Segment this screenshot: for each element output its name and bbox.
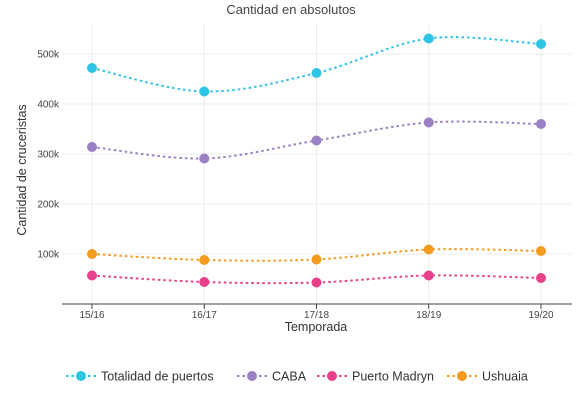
legend-item-caba[interactable]: CABA [237, 370, 307, 384]
y-tick-label: 500k [37, 50, 60, 61]
data-point[interactable] [423, 33, 434, 44]
legend-item-puerto-madryn[interactable]: Puerto Madryn [317, 370, 434, 384]
y-tick-label: 200k [37, 200, 60, 211]
series-line-ushuaia [91, 248, 542, 262]
legend-swatch-marker [76, 371, 86, 381]
data-point[interactable] [311, 277, 322, 288]
series-ushuaia [87, 244, 546, 265]
chart-title: Cantidad en absolutos [226, 2, 356, 17]
series-line-puerto-madryn [91, 274, 542, 285]
data-point[interactable] [311, 68, 322, 78]
data-point[interactable] [199, 277, 210, 287]
data-point[interactable] [423, 244, 434, 255]
data-point[interactable] [423, 270, 434, 281]
data-point[interactable] [536, 39, 546, 49]
legend[interactable]: Totalidad de puertos CABA Puerto Madryn Ush… [66, 370, 528, 384]
data-point[interactable] [423, 117, 434, 128]
legend-swatch-marker [457, 371, 467, 381]
series-layer [87, 33, 546, 288]
x-tick-label: 15/16 [79, 310, 104, 321]
data-point[interactable] [311, 135, 322, 146]
legend-swatch-marker [247, 371, 257, 381]
legend-label: CABA [272, 370, 307, 384]
data-point[interactable] [311, 254, 322, 265]
data-point[interactable] [199, 255, 210, 265]
legend-item-ushuaia[interactable]: Ushuaia [447, 370, 528, 384]
legend-label: Puerto Madryn [352, 370, 434, 384]
data-point[interactable] [536, 273, 546, 283]
y-tick-label: 300k [37, 150, 60, 161]
series-totalidad-de-puertos [87, 33, 546, 97]
series-puerto-madryn [87, 270, 546, 288]
y-tick-label: 100k [37, 250, 60, 261]
data-point[interactable] [199, 153, 210, 164]
y-axis-title: Cantidad de cruceristas [15, 104, 29, 235]
data-point[interactable] [87, 249, 97, 259]
legend-item-totalidad-de-puertos[interactable]: Totalidad de puertos [66, 370, 214, 384]
data-point[interactable] [536, 119, 546, 129]
x-tick-label: 17/18 [304, 310, 329, 321]
series-caba [87, 117, 546, 164]
legend-label: Totalidad de puertos [101, 370, 214, 384]
data-point[interactable] [87, 63, 97, 73]
legend-label: Ushuaia [482, 370, 528, 384]
legend-swatch-marker [327, 371, 337, 381]
data-point[interactable] [536, 246, 546, 256]
data-point[interactable] [199, 86, 210, 97]
data-point[interactable] [87, 270, 97, 281]
x-axis-title: Temporada [285, 320, 348, 334]
x-axis-ticks: 15/16 16/17 17/18 18/19 19/20 [79, 304, 554, 321]
x-tick-label: 19/20 [528, 310, 553, 321]
y-axis-ticks: 100k 200k 300k 400k 500k [37, 50, 60, 261]
x-tick-label: 18/19 [416, 310, 441, 321]
x-tick-label: 16/17 [192, 310, 217, 321]
y-tick-label: 400k [37, 100, 60, 111]
data-point[interactable] [87, 142, 97, 152]
